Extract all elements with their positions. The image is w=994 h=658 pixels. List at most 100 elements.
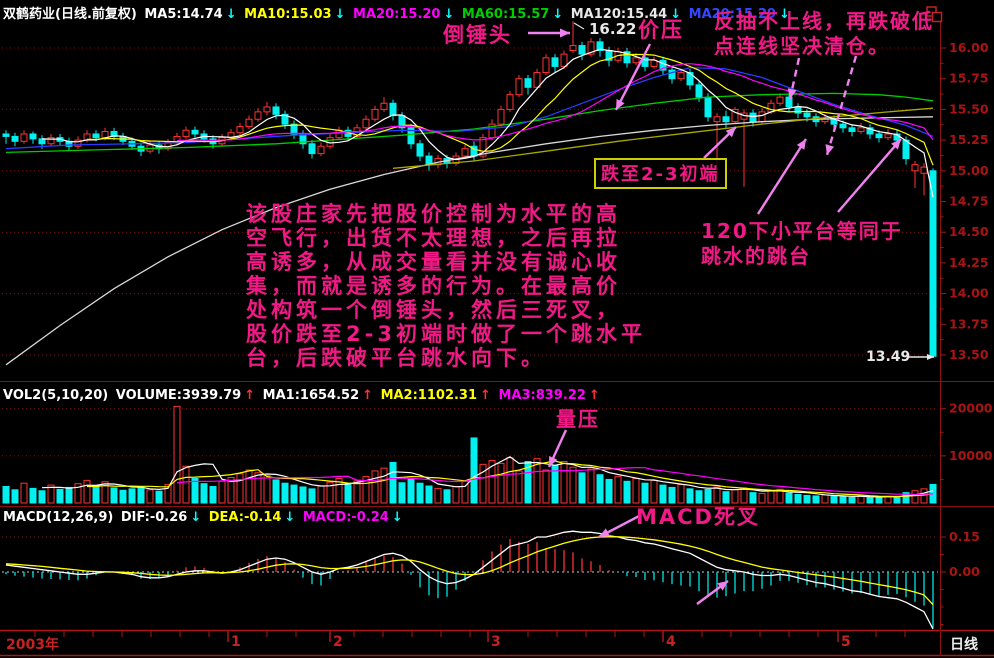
volume-bar — [686, 488, 694, 504]
volume-bar — [911, 490, 919, 504]
volume-bar — [380, 467, 388, 504]
volume-bar — [497, 462, 505, 504]
ma60-value: MA60:15.57 — [461, 7, 550, 22]
x-axis-month-label[interactable]: 2 — [333, 634, 343, 650]
axis-label: 15.75 — [949, 71, 989, 86]
volume-bar — [191, 477, 199, 504]
volume-bar — [524, 461, 532, 504]
x-axis-month-label[interactable]: 1 — [231, 634, 241, 650]
down-arrow-icon: ↓ — [391, 510, 403, 525]
up-arrow-icon: ↑ — [362, 388, 374, 403]
window-restore-icon — [931, 11, 943, 23]
volume-bar — [146, 489, 154, 504]
axis-label: 13.50 — [949, 347, 989, 362]
candle-body — [587, 41, 595, 55]
volume-bar — [74, 483, 82, 504]
volume-bar — [308, 488, 316, 504]
volume-bar — [290, 484, 298, 504]
volume-bar — [155, 490, 163, 504]
annotation-arrowhead — [927, 354, 934, 360]
volume-bar — [479, 463, 487, 504]
candle-body — [767, 102, 775, 113]
volume-bar — [263, 475, 271, 504]
x-axis-month-label[interactable]: 3 — [491, 634, 501, 650]
down-arrow-icon: ↓ — [779, 7, 790, 22]
volume-bar — [560, 461, 568, 504]
down-arrow-icon: ↓ — [670, 7, 682, 22]
volume-bar — [452, 486, 460, 504]
volume-bar — [875, 496, 883, 504]
candle-body — [929, 170, 937, 357]
dif-value: DIF:-0.26 — [120, 510, 188, 525]
volume-bar — [173, 405, 181, 504]
volume-bar — [767, 490, 775, 504]
analysis-line: 空飞行，出货不太理想，之后再拉 — [246, 226, 621, 250]
candle-body — [317, 145, 325, 155]
candle-body — [29, 133, 37, 140]
candle-body — [290, 123, 298, 135]
macd-header: MACD(12,26,9) DIF:-0.26 ↓ DEA:-0.14 ↓ MACD… — [3, 510, 406, 525]
volume-bar — [695, 490, 703, 504]
volume-bar — [893, 496, 901, 504]
volume-bar — [812, 495, 820, 504]
macd-indicator-name: MACD(12,26,9) — [3, 510, 114, 525]
volume-bar — [425, 485, 433, 504]
down-arrow-icon: ↓ — [334, 7, 346, 22]
volume-bar — [299, 486, 307, 504]
volume-bar — [506, 457, 514, 504]
analysis-line: 处构筑一个倒锤头，然后三死叉， — [246, 298, 621, 322]
candle-body — [182, 129, 190, 137]
candle-body — [407, 127, 415, 145]
volume-indicator-name: VOL2(5,10,20) — [3, 388, 109, 403]
annotation-arrow — [756, 138, 808, 215]
period-label[interactable]: 日线 — [950, 637, 978, 653]
candle-body — [308, 143, 316, 155]
annotation-arrowhead — [717, 581, 728, 591]
down-arrow-icon: ↓ — [443, 7, 455, 22]
x-axis-month-label[interactable]: 2003年 — [6, 637, 59, 653]
volume-bar — [578, 472, 586, 504]
candle-body — [632, 57, 640, 64]
candle-body — [263, 106, 271, 113]
candle-body — [92, 133, 100, 139]
annotation-arrowhead — [796, 139, 806, 150]
volume-bar — [542, 469, 550, 504]
candle-body — [866, 127, 874, 135]
volume-bar — [668, 486, 676, 504]
ma-line — [41, 48, 934, 198]
volume-bar — [641, 482, 649, 504]
candle-body — [236, 126, 244, 134]
x-axis-month-label[interactable]: 5 — [841, 634, 851, 650]
candle-body — [533, 72, 541, 88]
candle-body — [11, 135, 19, 142]
analysis-line: 高诱多，从成交量看并没有诚心收 — [246, 250, 621, 274]
volume-bar — [29, 487, 37, 504]
volume-bar — [776, 488, 784, 504]
candle-body — [191, 129, 199, 135]
volume-bar — [335, 477, 343, 504]
macd-value: MACD:-0.24 — [302, 510, 389, 525]
candle-body — [839, 123, 847, 129]
volume-ma2-value: MA2:1102.31 — [380, 388, 478, 403]
candle-body — [281, 113, 289, 125]
volume-bar — [236, 473, 244, 504]
volume-bar — [110, 487, 118, 504]
main-chart-header: 双鹤药业(日线.前复权) MA5:14.74 ↓ MA10:15.03 ↓ MA20… — [3, 3, 793, 22]
annotation-arrow — [614, 43, 652, 111]
volume-bar — [164, 484, 172, 504]
volume-bar — [749, 492, 757, 504]
window-restore-icon — [926, 6, 937, 17]
volume-bar — [533, 458, 541, 504]
x-axis-month-label[interactable]: 4 — [666, 634, 676, 650]
axis-label: 10000 — [949, 448, 993, 463]
down-arrow-icon: ↓ — [225, 7, 237, 22]
ma20b-value: MA20:15.29 — [688, 7, 777, 22]
candle-body — [74, 139, 82, 147]
candle-body — [497, 108, 505, 125]
up-arrow-icon: ↑ — [244, 388, 256, 403]
volume-bar — [137, 486, 145, 504]
candle-body — [560, 53, 568, 67]
ma120-value: MA120:15.44 — [570, 7, 668, 22]
candle-body — [776, 96, 784, 104]
volume-bar — [722, 491, 730, 504]
